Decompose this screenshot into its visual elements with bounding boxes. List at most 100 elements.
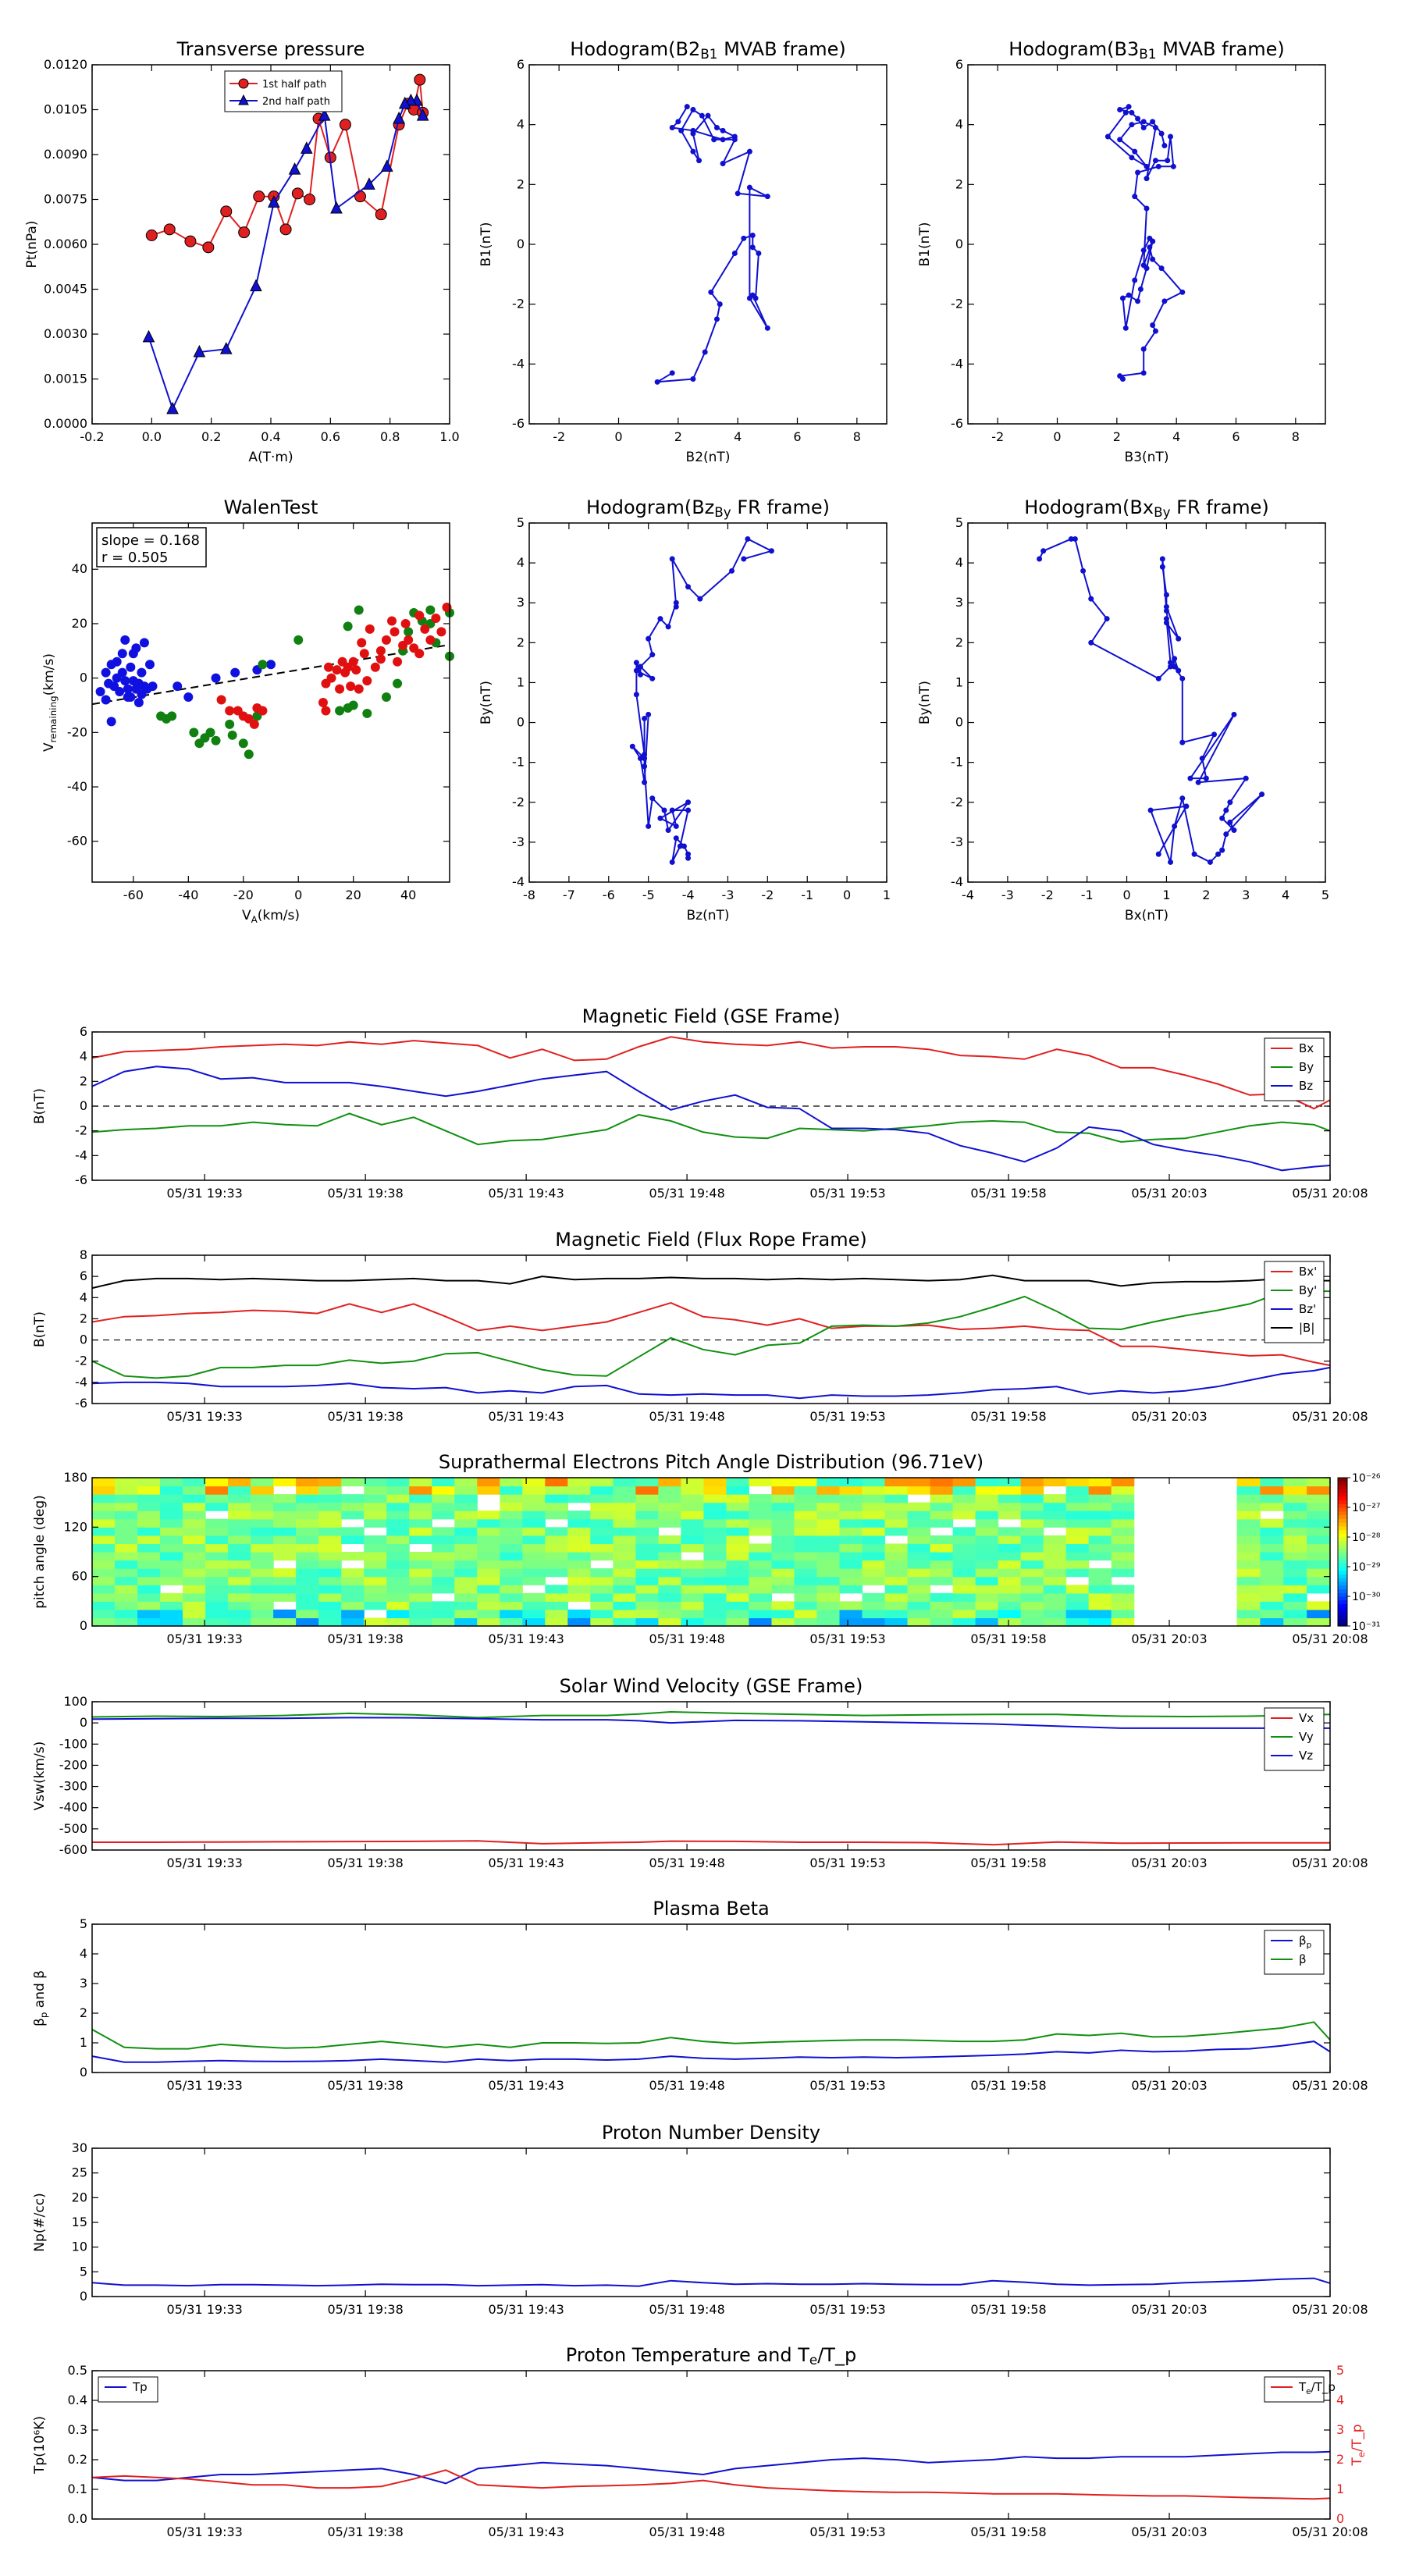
- data-point: [681, 843, 687, 849]
- heatmap-cell: [703, 1568, 727, 1578]
- heatmap-cell: [930, 1576, 954, 1585]
- heatmap-cell: [1283, 1568, 1307, 1578]
- heatmap-cell: [341, 1568, 365, 1578]
- heatmap-cell: [432, 1617, 455, 1627]
- heatmap-cell: [228, 1617, 251, 1627]
- data-point: [713, 316, 720, 322]
- data-point: [216, 695, 226, 705]
- data-point: [144, 660, 155, 670]
- heatmap-cell: [318, 1478, 342, 1487]
- heatmap-cell: [1020, 1494, 1044, 1503]
- data-point: [1104, 133, 1111, 140]
- heatmap-cell: [296, 1617, 319, 1627]
- data-point: [1119, 295, 1126, 301]
- data-point: [705, 112, 711, 119]
- heatmap-cell: [771, 1543, 795, 1553]
- x-tick-label: 05/31 20:03: [1131, 2524, 1207, 2539]
- heatmap-cell: [477, 1568, 500, 1578]
- colorbar-segment: [1338, 1622, 1347, 1627]
- heatmap-cell: [658, 1560, 682, 1569]
- data-point: [642, 715, 648, 721]
- data-point: [1155, 675, 1161, 681]
- heatmap-cell: [975, 1552, 999, 1561]
- series-line: [91, 1366, 1331, 1400]
- colorbar-segment: [1338, 1489, 1347, 1493]
- heatmap-cell: [500, 1485, 523, 1495]
- chart-title: Magnetic Field (Flux Rope Frame): [555, 1229, 866, 1251]
- heatmap-cell: [998, 1601, 1022, 1610]
- heatmap-cell: [251, 1543, 274, 1553]
- data-point: [318, 698, 328, 707]
- data-point: [1126, 104, 1132, 110]
- legend-box: [98, 2376, 158, 2403]
- heatmap-cell: [160, 1527, 183, 1536]
- x-tick-label: 05/31 20:03: [1131, 2302, 1207, 2317]
- heatmap-cell: [251, 1494, 274, 1503]
- heatmap-cell: [409, 1560, 432, 1569]
- data-point: [166, 401, 179, 415]
- heatmap-cell: [839, 1527, 863, 1536]
- heatmap-cell: [771, 1576, 795, 1585]
- y-tick-label: 6: [80, 1024, 87, 1039]
- axes-frame: [91, 64, 450, 425]
- heatmap-cell: [658, 1617, 682, 1627]
- y-tick-label: 2: [955, 176, 963, 191]
- heatmap-cell: [183, 1502, 206, 1511]
- y-tick-label: 60: [72, 1569, 87, 1584]
- heatmap-cell: [816, 1585, 841, 1594]
- heatmap-cell: [500, 1576, 523, 1585]
- legend-label: Tp: [132, 2380, 148, 2394]
- heatmap-cell: [703, 1552, 727, 1561]
- x-tick-label: 05/31 19:33: [167, 1631, 243, 1646]
- heatmap-cell: [726, 1527, 750, 1536]
- y-tick-label: 4: [517, 555, 525, 570]
- chart-title: Solar Wind Velocity (GSE Frame): [560, 1675, 863, 1697]
- heatmap-cell: [318, 1601, 342, 1610]
- legend-label: 2nd half path: [262, 96, 330, 108]
- heatmap-cell: [1020, 1502, 1044, 1511]
- heatmap-cell: [432, 1502, 455, 1511]
- y-tick-label: -60: [67, 834, 87, 849]
- heatmap-cell: [205, 1502, 229, 1511]
- y-tick-label: -3: [512, 834, 525, 849]
- data-point: [1215, 851, 1222, 857]
- data-point: [244, 749, 254, 760]
- heatmap-cell: [205, 1609, 229, 1619]
- heatmap-cell: [386, 1543, 410, 1553]
- series-line: [91, 2469, 1331, 2500]
- heatmap-cell: [590, 1576, 614, 1585]
- heatmap-cell: [681, 1502, 705, 1511]
- data-point: [669, 556, 675, 562]
- plot-area: [92, 1702, 1330, 1850]
- y-tick-label: 2: [955, 635, 963, 649]
- y-tick-label: -3: [951, 834, 963, 849]
- legend-label: β: [1299, 1952, 1307, 1966]
- y-tick-label: -600: [59, 1842, 87, 1857]
- heatmap-cell: [296, 1592, 319, 1602]
- heatmap-cell: [658, 1592, 682, 1602]
- heatmap-cell: [296, 1527, 319, 1536]
- heatmap-cell: [386, 1592, 410, 1602]
- data-point: [425, 635, 436, 645]
- heatmap-cell: [183, 1592, 206, 1602]
- heatmap-cell: [613, 1552, 636, 1561]
- heatmap-cell: [907, 1510, 931, 1520]
- heatmap-cell: [771, 1601, 795, 1610]
- heatmap-cell: [1307, 1601, 1331, 1610]
- data-point: [293, 635, 304, 645]
- data-point: [279, 223, 292, 236]
- data-point: [764, 325, 770, 331]
- heatmap-cell: [160, 1576, 183, 1585]
- data-point: [1135, 169, 1141, 176]
- heatmap-cell: [681, 1601, 705, 1610]
- axes-frame: [91, 1923, 1331, 2073]
- data-point: [646, 635, 652, 642]
- heatmap-cell: [771, 1535, 795, 1545]
- heatmap-cell: [816, 1494, 841, 1503]
- x-tick-label: 05/31 19:38: [327, 1631, 403, 1646]
- data-point: [1152, 125, 1158, 130]
- heatmap-cell: [477, 1543, 500, 1553]
- x-tick-label: 05/31 20:03: [1131, 1856, 1207, 1870]
- data-point: [300, 141, 313, 154]
- heatmap-cell: [1283, 1535, 1307, 1545]
